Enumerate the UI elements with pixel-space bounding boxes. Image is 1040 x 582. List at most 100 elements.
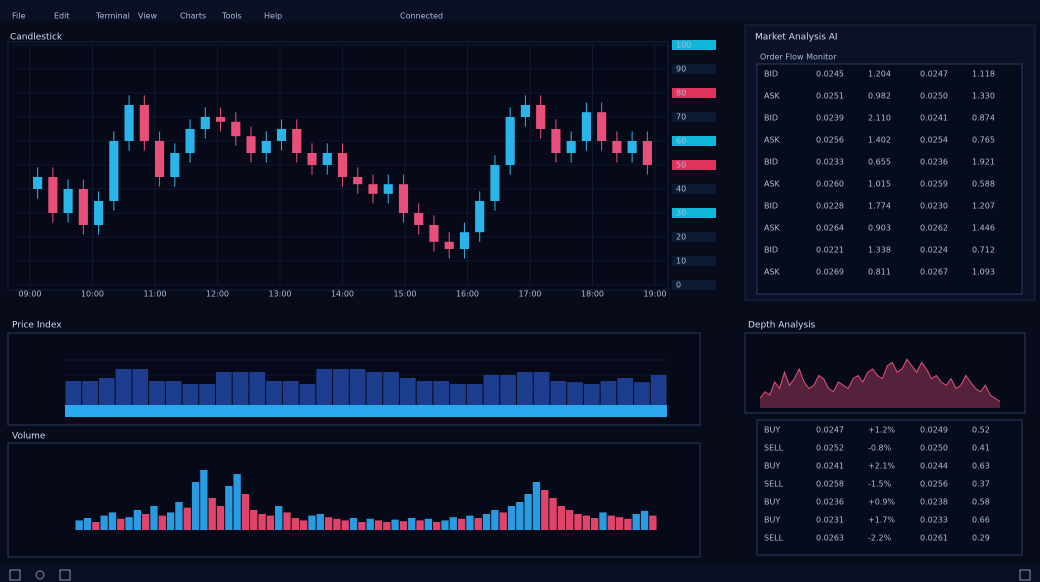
table-cell: SELL xyxy=(764,480,784,489)
candle-body xyxy=(337,153,348,177)
candle-body xyxy=(94,201,104,225)
bar xyxy=(449,517,457,530)
table-cell: +2.1% xyxy=(868,462,895,471)
bar xyxy=(483,375,500,405)
candle-body xyxy=(215,117,226,122)
y-tick-label: 40 xyxy=(676,185,686,194)
line xyxy=(759,358,1001,402)
table-cell: BUY xyxy=(764,498,780,507)
bar xyxy=(333,518,341,530)
bar xyxy=(324,517,333,530)
x-tick-label: 19:00 xyxy=(643,290,666,299)
table-cell: 0.0241 xyxy=(920,114,948,123)
menu-item[interactable]: Charts xyxy=(180,12,206,21)
icon-button[interactable] xyxy=(9,569,21,581)
bar xyxy=(98,378,115,405)
bar xyxy=(566,510,574,530)
bar xyxy=(366,372,383,405)
table-cell: BID xyxy=(764,70,778,79)
menu-item[interactable]: File xyxy=(12,12,25,21)
menu-item[interactable]: Terminal xyxy=(95,12,130,21)
panel-title: Volume xyxy=(12,432,46,442)
bar xyxy=(557,506,566,530)
candle-body xyxy=(475,201,485,233)
bar xyxy=(142,514,150,530)
table-cell: ASK xyxy=(764,268,781,277)
bar xyxy=(82,381,98,405)
table-cell: 0.712 xyxy=(972,246,995,255)
candle-body xyxy=(261,141,271,153)
table-cell: +1.7% xyxy=(868,516,895,525)
table-cell: 0.0245 xyxy=(816,70,844,79)
candle-body xyxy=(33,177,43,189)
bar xyxy=(491,510,499,530)
candle-body xyxy=(368,184,378,194)
table-cell: BUY xyxy=(764,516,780,525)
table-cell: 0.0233 xyxy=(816,158,844,167)
price-tag xyxy=(672,208,716,218)
bar xyxy=(241,494,250,530)
order-table xyxy=(756,63,1023,295)
bar xyxy=(533,372,550,405)
bar xyxy=(582,515,590,530)
table-cell: BID xyxy=(764,158,778,167)
bar xyxy=(149,381,165,405)
bar xyxy=(574,514,582,530)
bar xyxy=(391,519,399,530)
table-cell: 0.655 xyxy=(868,158,891,167)
table-cell: ASK xyxy=(764,224,781,233)
bar xyxy=(524,494,532,530)
bar xyxy=(499,512,507,530)
candle-body xyxy=(246,136,256,153)
bar xyxy=(282,381,299,405)
candle-body xyxy=(414,213,424,225)
bar xyxy=(482,514,491,530)
table-cell: -1.5% xyxy=(868,480,892,489)
price-tag xyxy=(672,256,716,266)
table-cell: 0.0254 xyxy=(920,136,948,145)
table-cell: 0.0258 xyxy=(816,480,844,489)
bar xyxy=(424,518,433,530)
menu-item[interactable]: Help xyxy=(264,12,282,21)
menu-item[interactable]: Edit xyxy=(54,12,70,21)
y-tick-label: 80 xyxy=(676,89,686,98)
bar xyxy=(433,522,441,530)
panel-title: Depth Analysis xyxy=(748,321,816,331)
bar xyxy=(358,522,366,530)
table-cell: 1.204 xyxy=(868,70,891,79)
table-cell: ASK xyxy=(764,92,781,101)
panel-title: Candlestick xyxy=(10,33,63,43)
y-tick-label: 100 xyxy=(676,41,691,50)
icon-button[interactable] xyxy=(35,570,45,580)
y-tick-label: 60 xyxy=(676,137,686,146)
signal-table xyxy=(756,419,1023,556)
bar xyxy=(416,520,424,530)
icon-button[interactable] xyxy=(1019,569,1031,581)
table-cell: 0.0261 xyxy=(920,534,948,543)
candle-body xyxy=(490,165,500,201)
bar xyxy=(232,372,249,405)
bar xyxy=(299,384,316,405)
bar xyxy=(600,381,617,405)
table-cell: 1.446 xyxy=(972,224,995,233)
bar xyxy=(132,369,149,405)
candle-body xyxy=(627,141,637,153)
candle-body xyxy=(353,177,363,185)
bar xyxy=(617,378,634,405)
bar xyxy=(549,498,557,530)
menu-item[interactable]: Tools xyxy=(221,12,242,21)
table-cell: 0.0221 xyxy=(816,246,844,255)
table-cell: 1.402 xyxy=(868,136,891,145)
bar xyxy=(216,372,232,405)
candle-body xyxy=(170,153,180,177)
table-cell: 0.0267 xyxy=(920,268,948,277)
candle-body xyxy=(276,129,287,141)
table-cell: 0.0262 xyxy=(920,224,948,233)
bar xyxy=(83,518,92,530)
icon-button[interactable] xyxy=(59,569,71,581)
menu-item[interactable]: View xyxy=(138,12,157,21)
bar xyxy=(615,517,624,530)
table-cell: 1.774 xyxy=(868,202,891,211)
bar xyxy=(457,518,466,530)
